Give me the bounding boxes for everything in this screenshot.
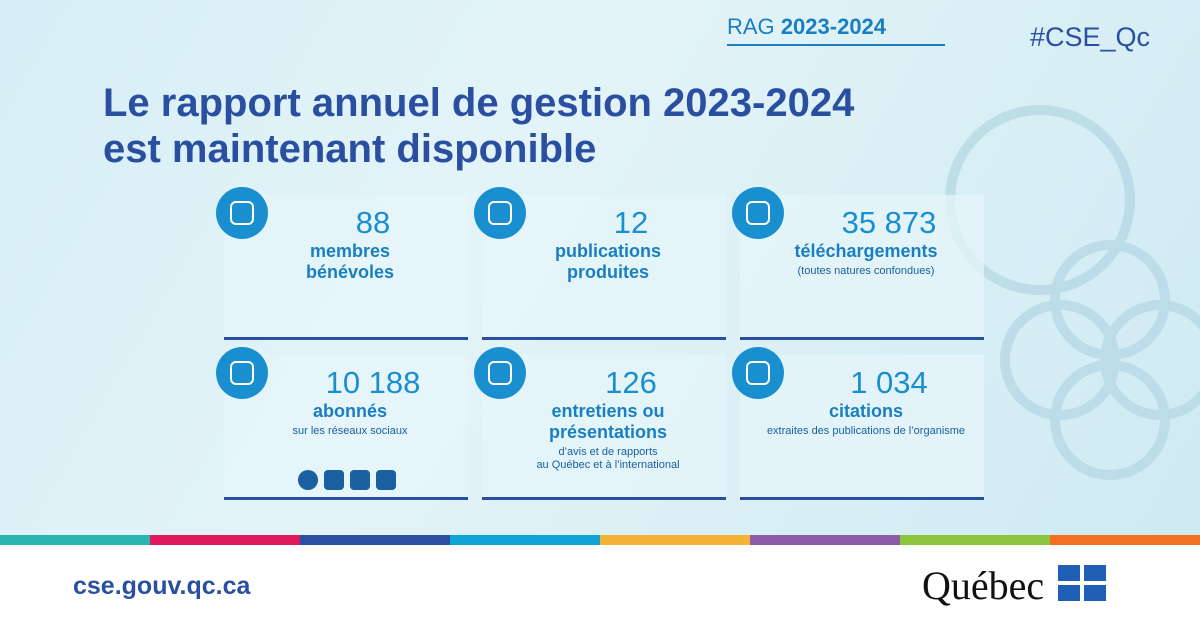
logo-text: Québec bbox=[922, 563, 1045, 608]
hashtag: #CSE_Qc bbox=[1030, 22, 1151, 52]
stat-label: entretiens ou présentations d’avis et de r… bbox=[482, 401, 726, 472]
stat-value: 12 bbox=[613, 205, 649, 240]
social-icon[interactable] bbox=[324, 470, 344, 490]
note-line: sur les réseaux sociaux bbox=[292, 425, 408, 437]
logo-flag bbox=[1058, 565, 1107, 601]
banner: RAG 2023-2024 #CSE_Qc Le rapport annuel … bbox=[0, 0, 1200, 538]
social-icon[interactable] bbox=[376, 470, 396, 490]
label-line: bénévoles bbox=[305, 262, 395, 282]
stat-icon bbox=[474, 187, 526, 239]
color-bar bbox=[1050, 535, 1200, 545]
title-line: est maintenant disponible bbox=[103, 127, 597, 171]
stat-card: 126 entretiens ou présentations d’avis et d… bbox=[482, 355, 726, 500]
label-line: citations bbox=[828, 401, 903, 421]
color-bar bbox=[750, 535, 900, 545]
label-line: produites bbox=[566, 262, 649, 282]
label-line: présentations bbox=[548, 422, 668, 442]
color-bar bbox=[450, 535, 600, 545]
color-bar bbox=[600, 535, 750, 545]
label-line: membres bbox=[309, 241, 391, 261]
stat-icon bbox=[216, 347, 268, 399]
label-line: abonnés bbox=[312, 401, 387, 421]
color-bar bbox=[900, 535, 1050, 545]
title: Le rapport annuel de gestion 2023-2024 e… bbox=[103, 80, 854, 172]
stat-label: membres bénévoles bbox=[224, 241, 468, 283]
stat-value: 10 188 bbox=[325, 365, 421, 400]
stat-label: publications produites bbox=[482, 241, 726, 283]
stat-note: extraites des publications de l’organism… bbox=[748, 425, 984, 438]
label-line: téléchargements bbox=[794, 241, 938, 261]
note-line: (toutes natures confondues) bbox=[797, 265, 935, 277]
tag-prefix: RAG bbox=[727, 14, 775, 39]
stat-value: 35 873 bbox=[841, 205, 937, 240]
tag-year: 2023-2024 bbox=[780, 14, 887, 39]
note-line: extraites des publications de l’organism… bbox=[766, 425, 966, 437]
logo: Québec bbox=[922, 562, 1108, 609]
stat-note: (toutes natures confondues) bbox=[748, 265, 984, 278]
social-icon[interactable] bbox=[350, 470, 370, 490]
label-line: entretiens ou bbox=[551, 401, 665, 421]
website[interactable]: cse.gouv.qc.ca bbox=[73, 572, 251, 600]
stat-icon bbox=[732, 347, 784, 399]
stat-icon bbox=[732, 187, 784, 239]
stat-value: 88 bbox=[355, 205, 391, 240]
color-bar bbox=[150, 535, 300, 545]
stat-value: 1 034 bbox=[850, 365, 928, 400]
stat-label: abonnés sur les réseaux sociaux bbox=[224, 401, 468, 438]
social-icons bbox=[298, 470, 396, 490]
label-line: publications bbox=[554, 241, 661, 261]
note-line: d’avis et de rapports bbox=[558, 446, 658, 458]
stat-icon bbox=[216, 187, 268, 239]
stat-note: d’avis et de rapports au Québec et à l’in… bbox=[490, 446, 726, 472]
color-bar bbox=[0, 535, 150, 545]
report-tag: RAG 2023-2024 bbox=[727, 14, 945, 46]
social-icon[interactable] bbox=[298, 470, 318, 490]
stat-note: sur les réseaux sociaux bbox=[232, 425, 468, 438]
stat-value: 126 bbox=[605, 365, 657, 400]
color-bar bbox=[300, 535, 450, 545]
stat-label: téléchargements (toutes natures confondue… bbox=[740, 241, 984, 278]
title-line: Le rapport annuel de gestion 2023-2024 bbox=[103, 81, 855, 125]
note-line: au Québec et à l’international bbox=[536, 459, 680, 471]
stat-icon bbox=[474, 347, 526, 399]
stat-label: citations extraites des publications de l… bbox=[740, 401, 984, 438]
